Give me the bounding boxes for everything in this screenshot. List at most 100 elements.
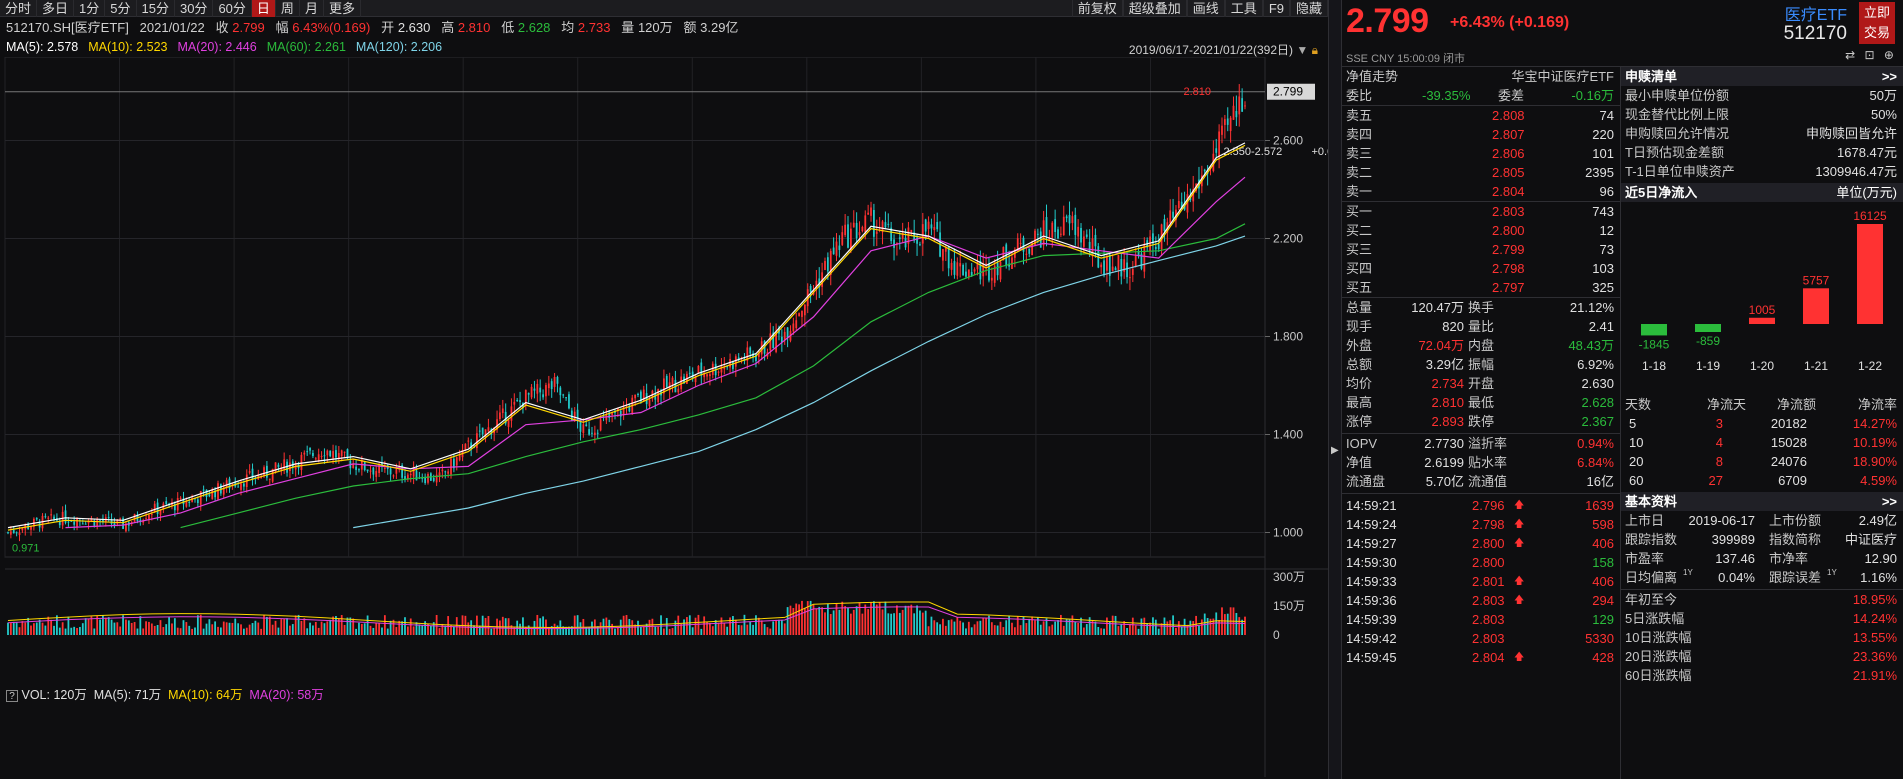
volume-bar (1085, 624, 1088, 635)
volume-bar (723, 623, 726, 635)
ask-row[interactable]: 卖二 2.805 2395 (1346, 165, 1614, 180)
candle-body (9, 531, 12, 535)
bid-row[interactable]: 买五 2.797 325 (1346, 280, 1614, 295)
quote-date: 2021/01/22 (139, 20, 205, 35)
ask-row[interactable]: 卖五 2.808 74 (1346, 108, 1614, 123)
volume-bar (720, 617, 723, 635)
volume-bar (795, 603, 798, 635)
volume-bar (490, 628, 493, 635)
timeframe-tab[interactable]: 月 (300, 0, 324, 17)
candle-body (67, 521, 70, 523)
candle-body (363, 462, 366, 471)
timeframe-tab[interactable]: 60分 (213, 0, 252, 17)
volume-bar (616, 627, 619, 635)
candle-body (711, 363, 714, 375)
candle-body (1094, 234, 1097, 247)
volume-bar (1235, 612, 1238, 635)
volume-bar (395, 627, 398, 635)
volume-bar (1218, 619, 1221, 635)
trade-now-button[interactable]: 立即 交易 (1859, 2, 1895, 44)
timeframe-tab[interactable]: 30分 (175, 0, 214, 17)
volume-bar (421, 624, 424, 635)
tool-button[interactable]: 前复权 (1071, 0, 1123, 17)
bid-row[interactable]: 买四 2.798 103 (1346, 261, 1614, 276)
candle-body (1226, 118, 1229, 125)
security-name[interactable]: 医疗ETF (1784, 7, 1847, 24)
candle-body (950, 262, 953, 270)
timeframe-tab[interactable]: 多日 (37, 0, 75, 17)
inflow-table-row: 5 3 20182 14.27% (1629, 416, 1897, 431)
volume-bar (651, 618, 654, 635)
nav-trend-link[interactable]: 净值走势 (1346, 69, 1399, 84)
tool-button[interactable]: 工具 (1224, 0, 1263, 17)
volume-bar (729, 617, 731, 635)
help-icon[interactable]: ? (6, 690, 18, 702)
tool-button[interactable]: 超级叠加 (1122, 0, 1187, 17)
candle-body (1189, 197, 1192, 201)
tool-button[interactable]: 画线 (1186, 0, 1225, 17)
volume-bar (116, 622, 119, 635)
volume-bar (780, 620, 783, 635)
chevron-right-icon[interactable]: ▶ (1331, 445, 1339, 456)
timeframe-tab[interactable]: 周 (276, 0, 300, 17)
more-icon[interactable]: >> (1881, 69, 1897, 84)
lock-icon[interactable]: 🔒︎ (1311, 43, 1318, 57)
header-icons[interactable]: ⇄ ⊡ ⊕ (1845, 48, 1897, 62)
volume-bar (576, 615, 579, 635)
volume-bar (1241, 619, 1244, 635)
candle-body (573, 411, 576, 421)
volume-bar (323, 623, 326, 635)
candle-body (723, 367, 726, 370)
candle-body (133, 514, 136, 522)
candle-body (47, 517, 50, 519)
volume-bar (153, 625, 156, 635)
date-range-selector[interactable]: 2019/06/17-2021/01/22(392日) ▼ 🔒︎ (1128, 43, 1318, 57)
candle-body (1203, 169, 1206, 172)
candle-body (424, 477, 427, 483)
timeframe-tab[interactable]: 5分 (105, 0, 137, 17)
candlestick-chart[interactable]: 2.600 2.200 1.800 1.400 1.000 2.799 2.810 0.971… (0, 57, 1328, 777)
volume-bar (1215, 612, 1218, 635)
candle-body (1241, 98, 1244, 112)
candle-body (795, 320, 798, 329)
candle-body (470, 442, 473, 449)
bid-row[interactable]: 买一 2.803 743 (1346, 204, 1614, 219)
tick-row: 14:59:33 2.801 🡅 406 (1346, 574, 1614, 589)
basic-info-header[interactable]: 基本资料 >> (1621, 492, 1903, 511)
volume-bar (841, 601, 844, 635)
subscription-header[interactable]: 申赎清单 >> (1621, 67, 1903, 86)
volume-bar (890, 613, 893, 635)
etf-stat-row: IOPV 2.7730 溢折率 0.94% (1346, 436, 1614, 451)
timeframe-tab[interactable]: 日 (251, 0, 276, 17)
volume-bar (700, 628, 703, 635)
ma-label: MA(10): 2.523 (88, 40, 168, 54)
candle-body (599, 419, 602, 431)
volume-bar (1131, 617, 1134, 635)
volume-bar (366, 615, 369, 635)
volume-bar (240, 624, 242, 635)
candle-body (64, 510, 67, 523)
more-icon[interactable]: >> (1881, 494, 1897, 509)
ma5-line (7, 142, 1246, 529)
bid-row[interactable]: 买二 2.800 12 (1346, 223, 1614, 238)
inflow-bar-label: -859 (1696, 334, 1720, 348)
panel-collapse-handle[interactable]: ▶ (1328, 0, 1342, 779)
candle-body (35, 518, 38, 520)
ask-row[interactable]: 卖三 2.806 101 (1346, 146, 1614, 161)
ask-row[interactable]: 卖一 2.804 96 (1346, 184, 1614, 199)
candle-body (458, 454, 461, 461)
volume-bar (717, 622, 720, 635)
timeframe-tab[interactable]: 15分 (137, 0, 175, 17)
candle-body (263, 467, 265, 477)
inflow-header[interactable]: 近5日净流入 单位(万元) (1621, 183, 1903, 202)
candle-body (706, 374, 708, 377)
timeframe-tab[interactable]: 更多 (324, 0, 361, 17)
ma-label: MA(60): 2.261 (266, 40, 346, 54)
tool-button[interactable]: F9 (1262, 0, 1290, 17)
timeframe-tab[interactable]: 1分 (74, 0, 106, 17)
bid-row[interactable]: 买三 2.799 73 (1346, 242, 1614, 257)
timeframe-tab[interactable]: 分时 (0, 0, 38, 17)
ask-row[interactable]: 卖四 2.807 220 (1346, 127, 1614, 142)
tool-button[interactable]: 隐藏 (1289, 0, 1328, 17)
candle-body (703, 372, 706, 378)
